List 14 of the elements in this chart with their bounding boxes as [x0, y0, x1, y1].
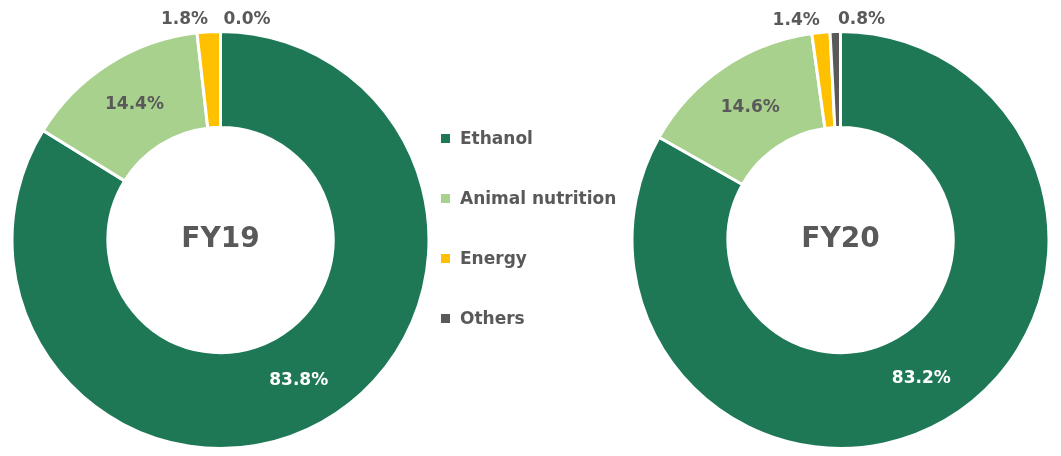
data-label: 83.2% [891, 367, 951, 388]
data-label: 83.8% [269, 368, 329, 389]
data-label: 14.6% [720, 95, 780, 116]
legend-label: Ethanol [460, 128, 533, 148]
data-label: 1.8% [160, 8, 209, 29]
data-label: 14.4% [104, 92, 164, 113]
data-label: 1.4% [772, 8, 820, 29]
data-label: 0.8% [837, 7, 886, 28]
legend-label: Others [460, 308, 525, 328]
text: 0.0% [223, 7, 271, 28]
text: FY20 [801, 221, 880, 255]
text: FY19 [181, 221, 260, 255]
legend-label: Animal nutrition [460, 188, 617, 208]
legend-label: Energy [460, 248, 527, 268]
